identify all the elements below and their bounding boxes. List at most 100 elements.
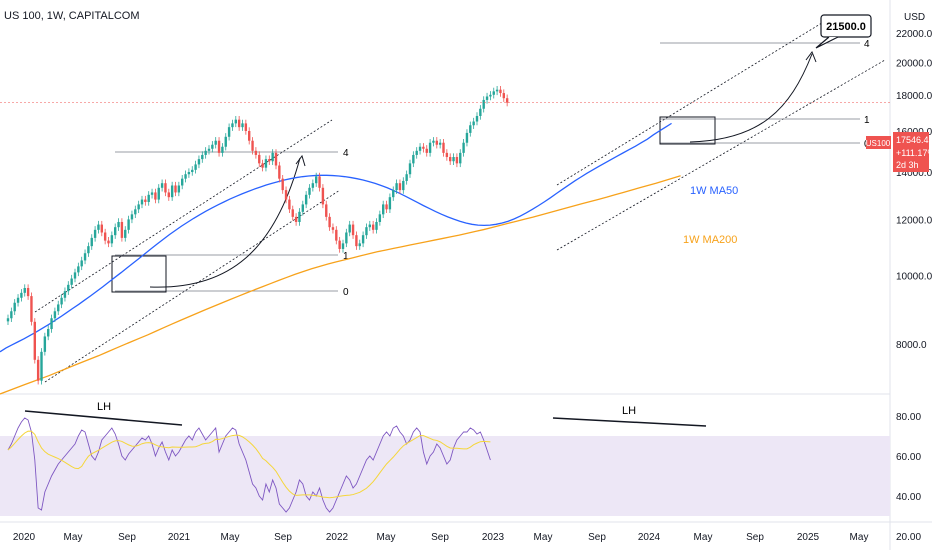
candle-body xyxy=(217,140,221,153)
candle-body xyxy=(495,89,499,92)
channel-2-lower xyxy=(556,59,886,251)
candle-body xyxy=(244,123,248,131)
candlestick-series xyxy=(6,86,509,385)
candle-body xyxy=(325,204,328,217)
candle-body xyxy=(214,140,217,145)
symbol-badge xyxy=(866,136,891,149)
candle-body xyxy=(140,199,144,205)
candle-body xyxy=(117,221,120,228)
currency-label: USD xyxy=(904,12,925,23)
candle-body xyxy=(382,204,385,215)
rsi-tick-label: 20.00 xyxy=(896,532,921,543)
channel-1-upper xyxy=(34,119,333,313)
last-price-countdown: 2d 3h xyxy=(896,160,919,170)
candle-body xyxy=(100,224,103,233)
projection-curve-2 xyxy=(689,53,813,143)
chart-title: US 100, 1W, CAPITALCOM xyxy=(4,10,140,22)
time-tick-label: May xyxy=(377,532,396,543)
candle-body xyxy=(355,235,358,247)
candle-body xyxy=(311,183,315,188)
candle-body xyxy=(415,150,418,155)
candle-body xyxy=(127,219,130,230)
candle-body xyxy=(157,187,160,200)
candle-body xyxy=(73,272,77,279)
symbol-badge-text: US100 xyxy=(866,139,891,148)
candle-body xyxy=(63,291,67,298)
box-2 xyxy=(659,116,716,145)
candle-body xyxy=(93,229,97,238)
candle-body xyxy=(365,227,368,236)
candle-body xyxy=(385,204,388,210)
target-pointer xyxy=(815,36,839,49)
candle-body xyxy=(315,176,318,184)
candle-body xyxy=(348,224,351,233)
candle-body xyxy=(482,99,485,109)
candle-body xyxy=(154,192,157,200)
time-tick-label: 2022 xyxy=(326,532,349,543)
last-price-value: 17546.4 xyxy=(896,135,929,145)
candle-body xyxy=(10,311,13,319)
price-tick-label: 10000.0 xyxy=(896,271,932,282)
target-callout: 21500.0 xyxy=(815,14,872,49)
time-tick-label: 2021 xyxy=(168,532,191,543)
rsi-band xyxy=(0,436,890,516)
candle-body xyxy=(301,204,304,212)
candle-body xyxy=(70,278,73,285)
ma200-line xyxy=(0,175,681,395)
candle-body xyxy=(103,232,107,241)
candle-body xyxy=(449,157,452,162)
price-tick-label: 18000.0 xyxy=(896,91,932,102)
channel-1-lower xyxy=(44,189,341,383)
candle-body xyxy=(392,190,395,198)
candle-body xyxy=(201,154,204,160)
time-tick-label: 2020 xyxy=(13,532,36,543)
time-tick-label: 2025 xyxy=(797,532,820,543)
box-1 xyxy=(111,255,167,293)
candle-body xyxy=(438,142,442,145)
candle-body xyxy=(294,216,298,222)
candle-body xyxy=(422,146,425,149)
candle-body xyxy=(33,321,36,360)
candle-body xyxy=(442,142,445,153)
rsi-ma-path xyxy=(7,430,491,499)
candle-body xyxy=(144,199,147,202)
candle-body xyxy=(412,154,415,164)
candle-body xyxy=(388,197,392,210)
candle-body xyxy=(298,211,301,222)
candle-body xyxy=(331,227,335,230)
price-tick-label: 8000.0 xyxy=(896,340,927,351)
time-tick-label: Sep xyxy=(588,532,606,543)
lh-label-1: LH xyxy=(97,401,111,413)
rsi-tick-label: 40.00 xyxy=(896,492,921,503)
candle-body xyxy=(499,89,502,94)
ma50-line xyxy=(0,122,672,353)
candle-body xyxy=(16,297,20,303)
channel-2-upper xyxy=(556,17,831,186)
fib-label-1-a: 1 xyxy=(343,251,349,262)
candle-body xyxy=(395,183,398,191)
candle-body xyxy=(502,93,505,99)
candle-body xyxy=(278,165,281,179)
candle-body xyxy=(452,157,455,162)
candle-body xyxy=(36,359,40,381)
time-tick-label: May xyxy=(850,532,869,543)
candle-body xyxy=(432,140,435,143)
ma200-label: 1W MA200 xyxy=(683,234,737,246)
candle-body xyxy=(258,154,261,164)
fib-label-4-b: 4 xyxy=(864,39,870,50)
candle-body xyxy=(328,216,331,228)
time-tick-label: Sep xyxy=(118,532,136,543)
candle-body xyxy=(50,318,53,330)
candle-body xyxy=(184,174,187,179)
candle-body xyxy=(164,183,167,193)
candle-body xyxy=(479,108,482,116)
candle-body xyxy=(120,221,124,238)
candle-body xyxy=(60,297,63,305)
candle-body xyxy=(435,140,438,145)
candle-body xyxy=(147,194,150,202)
candle-body xyxy=(194,164,197,170)
price-tick-label: 14000.0 xyxy=(896,168,932,179)
candle-body xyxy=(90,237,93,247)
candle-body xyxy=(251,140,254,151)
